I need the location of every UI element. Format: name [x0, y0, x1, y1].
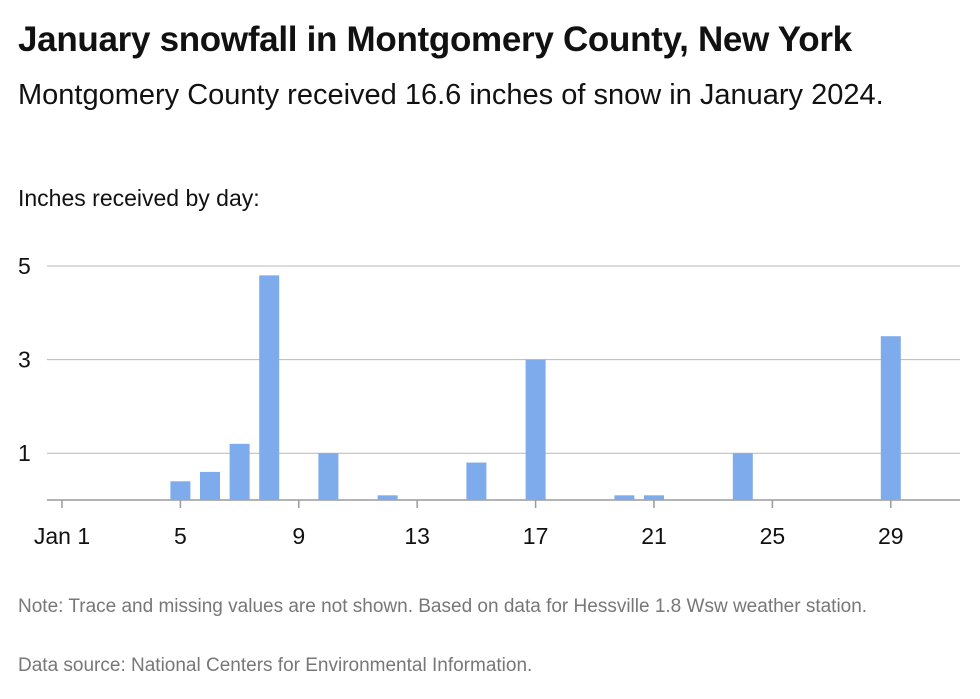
- chart-title: January snowfall in Montgomery County, N…: [18, 20, 852, 59]
- bars: [170, 275, 901, 500]
- bar-day-7: [229, 443, 250, 500]
- bar-day-12: [377, 495, 398, 500]
- chart-note: Note: Trace and missing values are not s…: [18, 596, 868, 617]
- y-axis-caption: Inches received by day:: [18, 185, 260, 211]
- bar-day-8: [259, 275, 280, 500]
- bar-day-10: [318, 453, 339, 500]
- bar-day-20: [614, 495, 635, 500]
- gridlines: [47, 265, 960, 501]
- data-source: Data source: National Centers for Enviro…: [18, 655, 533, 676]
- x-tick-label: 9: [292, 523, 305, 549]
- bar-day-17: [525, 359, 546, 500]
- x-tick-label: 13: [404, 523, 430, 549]
- bar-day-29: [880, 336, 901, 500]
- x-tick-label: Jan 1: [34, 523, 90, 549]
- snowfall-bar-chart: 135 Jan 1 5 9 13 17 21 25 29: [18, 253, 960, 549]
- y-tick-label: 5: [18, 253, 31, 279]
- x-tick-label: 17: [523, 523, 549, 549]
- x-tick-label: 25: [760, 523, 786, 549]
- x-tick-labels: Jan 1 5 9 13 17 21 25 29: [34, 500, 904, 549]
- bar-day-15: [466, 462, 487, 500]
- y-tick-label: 3: [18, 347, 31, 373]
- x-tick-label: 21: [641, 523, 667, 549]
- y-tick-label: 1: [18, 440, 31, 466]
- y-tick-labels: 1 3 5: [18, 253, 31, 466]
- x-tick-label: 29: [878, 523, 904, 549]
- bar-day-6: [200, 471, 220, 500]
- bar-day-24: [732, 453, 753, 500]
- x-tick-label: 5: [174, 523, 187, 549]
- chart-subtitle: Montgomery County received 16.6 inches o…: [18, 79, 884, 111]
- bar-day-5: [170, 481, 191, 500]
- bar-day-21: [644, 495, 664, 500]
